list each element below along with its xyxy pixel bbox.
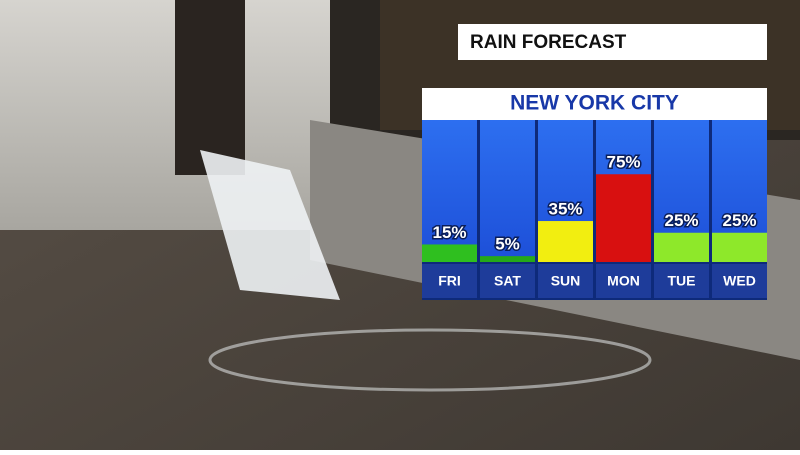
column-bg (422, 120, 477, 262)
day-cell (480, 264, 535, 298)
value-label: 5% (495, 235, 520, 254)
x-tick-label: MON (607, 273, 640, 289)
bar (538, 221, 593, 262)
x-tick-label: TUE (668, 273, 696, 289)
value-label: 25% (722, 211, 756, 230)
x-tick-label: WED (723, 273, 756, 289)
bar (422, 244, 477, 262)
day-cell (712, 264, 767, 298)
subtitle-box (422, 88, 767, 120)
value-label: 75% (606, 153, 640, 172)
day-cell (654, 264, 709, 298)
value-label: 25% (664, 211, 698, 230)
header-box (458, 24, 767, 60)
day-cell (538, 264, 593, 298)
bar (596, 174, 651, 262)
bar (480, 256, 535, 262)
column-bg (480, 120, 535, 262)
day-cell (422, 264, 477, 298)
chart-subtitle: NEW YORK CITY (510, 92, 679, 115)
chart-title: RAIN FORECAST (470, 32, 627, 53)
bar (712, 232, 767, 262)
value-label: 35% (548, 200, 582, 219)
x-tick-label: SUN (551, 273, 581, 289)
day-cell (596, 264, 651, 298)
plot: FRI 15% SAT 5% SUN 35% MON 75% TUE 25% WED 25% (422, 120, 767, 298)
bar (654, 232, 709, 262)
chart-panel (422, 120, 767, 300)
value-label: 15% (432, 223, 466, 242)
x-tick-label: FRI (438, 273, 461, 289)
x-tick-label: SAT (494, 273, 521, 289)
